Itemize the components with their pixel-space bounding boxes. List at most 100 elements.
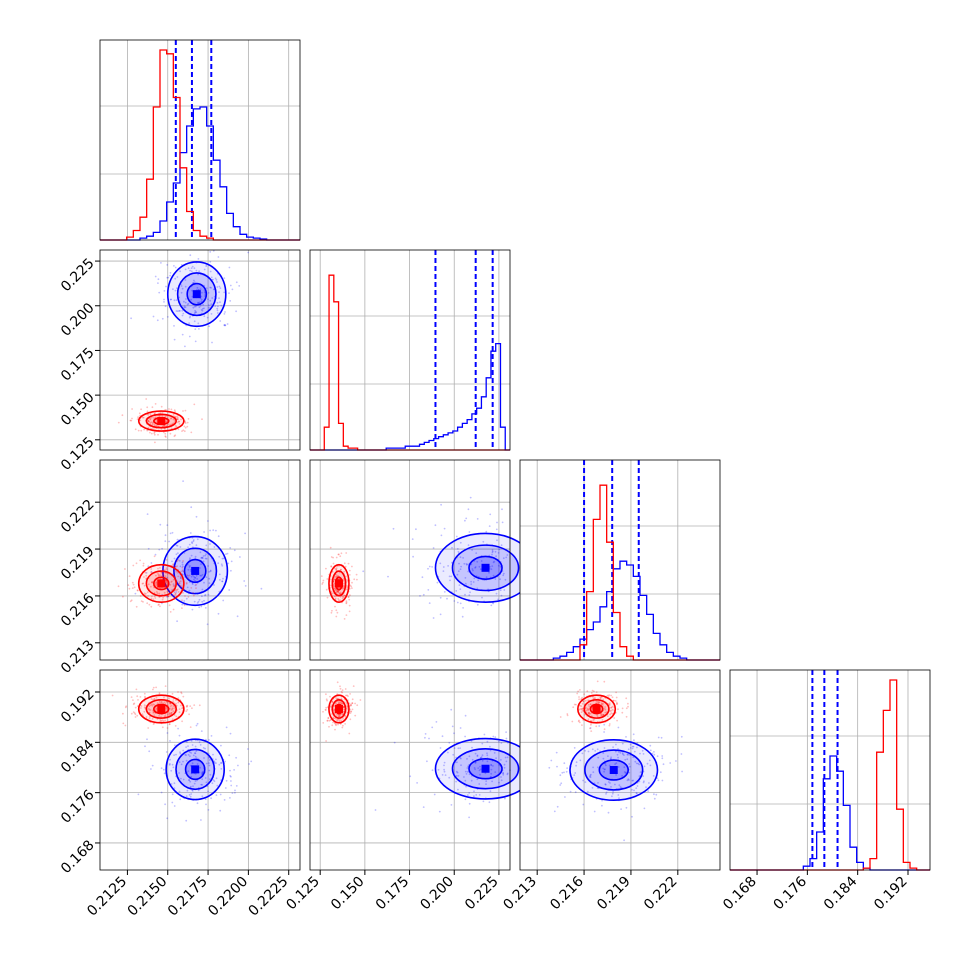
sample-point — [151, 423, 154, 426]
sample-point — [490, 772, 493, 775]
sample-point — [185, 581, 188, 584]
sample-point — [161, 412, 164, 414]
sample-point — [565, 770, 568, 773]
sample-point — [578, 698, 580, 701]
sample-point — [227, 562, 230, 565]
sample-point — [325, 693, 327, 696]
sample-point — [335, 724, 337, 727]
sample-point — [439, 596, 442, 599]
sample-point — [182, 429, 185, 432]
sample-point — [169, 707, 172, 710]
sample-point — [600, 714, 602, 716]
sample-point — [219, 320, 222, 322]
sample-point — [464, 770, 467, 773]
sample-point — [617, 726, 620, 729]
sample-point — [141, 582, 144, 585]
sample-point — [201, 795, 204, 798]
y-tick-label: 0.150 — [58, 389, 98, 429]
sample-point — [145, 716, 148, 718]
sample-point — [440, 503, 442, 506]
sample-point — [164, 432, 167, 435]
sample-point — [136, 705, 139, 708]
sample-point — [173, 299, 176, 302]
sample-point — [492, 765, 494, 767]
sample-point — [330, 565, 333, 567]
sample-point — [606, 694, 609, 697]
sample-point — [226, 552, 229, 555]
sample-point — [581, 752, 584, 755]
sample-point — [165, 559, 168, 561]
sample-point — [168, 540, 171, 543]
sample-point — [168, 408, 170, 410]
sample-point — [190, 575, 193, 578]
sample-point — [587, 703, 590, 706]
sample-point — [632, 733, 635, 736]
sample-point — [560, 782, 563, 785]
sample-point — [578, 719, 580, 722]
sample-point — [178, 560, 181, 562]
sample-point — [492, 561, 495, 564]
sample-point — [234, 789, 236, 792]
sample-point — [499, 589, 502, 592]
sample-point — [193, 403, 196, 406]
sample-point — [147, 420, 150, 422]
sample-point — [230, 775, 232, 778]
sample-point — [329, 705, 332, 708]
sample-point — [201, 588, 204, 591]
sample-point — [593, 697, 596, 700]
density-peak — [192, 290, 201, 299]
sample-point — [362, 570, 365, 573]
sample-point — [350, 704, 352, 707]
sample-point — [632, 756, 635, 759]
sample-point — [207, 306, 210, 309]
sample-point — [173, 435, 176, 438]
sample-point — [499, 565, 502, 568]
sample-point — [130, 696, 133, 698]
sample-point — [196, 763, 199, 765]
sample-point — [149, 704, 152, 707]
sample-point — [601, 703, 603, 706]
sample-point — [137, 416, 139, 418]
sample-point — [343, 618, 346, 620]
sample-point — [195, 587, 197, 589]
sample-point — [229, 547, 232, 549]
sample-point — [186, 586, 189, 589]
sample-point — [623, 839, 625, 842]
sample-point — [459, 588, 462, 590]
sample-point — [198, 741, 201, 744]
sample-point — [337, 591, 340, 594]
sample-point — [214, 305, 217, 307]
sample-point — [659, 771, 662, 774]
sample-point — [348, 610, 351, 613]
sample-point — [219, 809, 222, 812]
sample-point — [177, 591, 180, 593]
sample-point — [129, 419, 132, 422]
sample-point — [219, 287, 222, 289]
sample-point — [342, 584, 345, 587]
sample-point — [448, 741, 451, 744]
sample-point — [465, 563, 468, 565]
sample-point — [157, 278, 160, 281]
sample-point — [325, 706, 327, 709]
sample-point — [506, 756, 509, 759]
sample-point — [248, 763, 251, 765]
sample-point — [589, 775, 591, 778]
sample-point — [596, 766, 599, 769]
sample-point — [602, 757, 605, 760]
sample-point — [611, 696, 614, 699]
sample-point — [201, 309, 204, 312]
sample-point — [124, 724, 127, 727]
sample-point — [161, 317, 164, 320]
sample-point — [189, 780, 192, 783]
sample-point — [188, 713, 191, 716]
sample-point — [587, 699, 589, 702]
sample-point — [325, 698, 328, 701]
sample-point — [350, 710, 352, 713]
sample-point — [223, 291, 226, 294]
sample-point — [170, 769, 173, 772]
sample-point — [213, 780, 216, 783]
sample-point — [573, 703, 576, 706]
sample-point — [574, 772, 577, 774]
sample-point — [422, 806, 425, 808]
sample-point — [596, 701, 599, 704]
